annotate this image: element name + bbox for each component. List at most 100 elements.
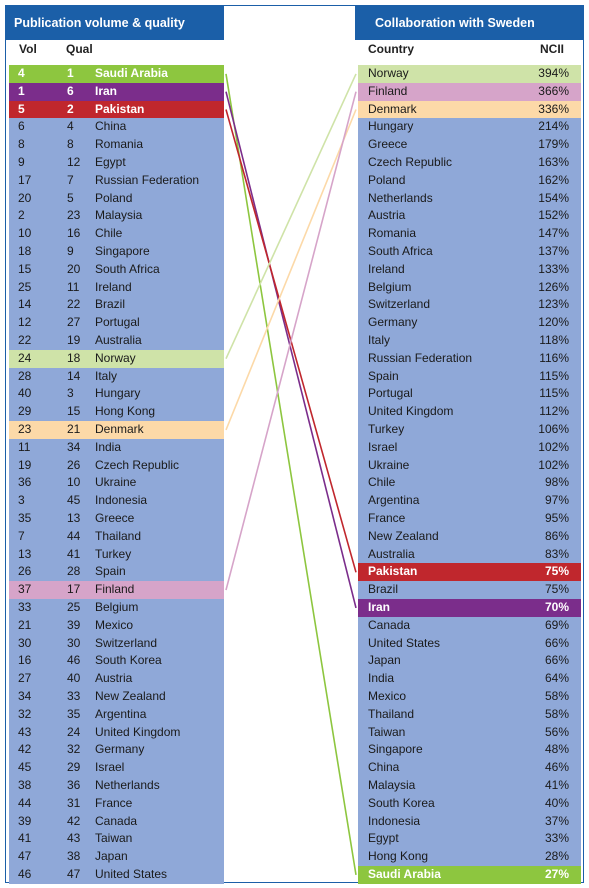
right-table-row: Thailand 58% (358, 705, 581, 724)
qual-cell: 25 (67, 600, 81, 614)
country-cell: Malaysia (95, 208, 143, 223)
left-table-row: 25 11 Ireland (9, 278, 224, 297)
right-table-row: Turkey 106% (358, 421, 581, 439)
right-table-row: Egypt 33% (358, 830, 581, 849)
country-cell: Pakistan (368, 564, 418, 579)
country-cell: Romania (368, 226, 417, 241)
left-table-row: 3 45 Indonesia (9, 492, 224, 510)
left-table-row: 42 32 Germany (9, 741, 224, 760)
vol-cell: 18 (18, 244, 32, 258)
qual-cell: 24 (67, 724, 81, 739)
vol-cell: 4 (18, 66, 25, 80)
left-table-row: 23 21 Denmark (9, 421, 224, 439)
country-cell: Netherlands (95, 778, 160, 792)
right-table-row: Hong Kong 28% (358, 848, 581, 866)
right-table-row: Germany 120% (358, 314, 581, 332)
country-cell: Saudi Arabia (95, 66, 168, 80)
country-cell: Ukraine (368, 457, 410, 472)
right-table-row: Hungary 214% (358, 118, 581, 137)
qual-cell: 35 (67, 706, 81, 721)
ncii-cell: 152% (538, 208, 569, 223)
country-cell: Hungary (95, 386, 141, 401)
vol-cell: 24 (18, 350, 32, 365)
left-table-row: 15 20 South Africa (9, 260, 224, 279)
vol-cell: 37 (18, 582, 32, 597)
qual-cell: 27 (67, 315, 81, 330)
country-cell: Canada (95, 813, 138, 828)
country-cell: Belgium (368, 279, 412, 294)
left-table-row: 34 33 New Zealand (9, 688, 224, 706)
right-table-row: Japan 66% (358, 652, 581, 671)
country-cell: Switzerland (95, 635, 158, 650)
ncii-cell: 75% (544, 564, 569, 579)
qual-column-header: Qual (66, 42, 93, 56)
ncii-column-header: NCII (540, 42, 564, 56)
qual-cell: 41 (67, 546, 81, 561)
left-table-row: 41 43 Taiwan (9, 830, 224, 849)
left-table-row: 24 18 Norway (9, 349, 224, 368)
vol-cell: 43 (18, 724, 32, 739)
left-table-row: 30 30 Switzerland (9, 634, 224, 653)
vol-cell: 35 (18, 511, 32, 525)
qual-cell: 16 (67, 226, 81, 241)
right-table-row: Argentina 97% (358, 492, 581, 510)
left-table-row: 36 10 Ukraine (9, 474, 224, 493)
vol-cell: 19 (18, 457, 32, 472)
left-table-row: 26 28 Spain (9, 563, 224, 582)
left-table-row: 6 4 China (9, 118, 224, 137)
country-cell: Indonesia (368, 813, 421, 828)
right-table-row: Spain 115% (358, 367, 581, 386)
qual-cell: 30 (67, 635, 81, 650)
right-table-row: Greece 179% (358, 136, 581, 154)
ncii-cell: 147% (538, 226, 569, 241)
right-table-row: India 64% (358, 670, 581, 688)
qual-cell: 42 (67, 813, 81, 828)
left-table-row: 29 15 Hong Kong (9, 403, 224, 421)
country-cell: Iran (368, 600, 391, 614)
ncii-cell: 98% (544, 475, 569, 490)
country-cell: Finland (368, 83, 408, 98)
country-cell: Hungary (368, 119, 414, 134)
country-cell: Hong Kong (95, 404, 156, 419)
country-cell: Portugal (95, 315, 140, 330)
country-cell: Mexico (368, 689, 407, 703)
ncii-cell: 69% (544, 617, 569, 632)
right-table-row: Mexico 58% (358, 688, 581, 706)
left-table-row: 4 1 Saudi Arabia (9, 65, 224, 83)
left-table-row: 14 22 Brazil (9, 296, 224, 315)
left-table-row: 11 34 India (9, 438, 224, 457)
country-cell: India (95, 439, 122, 454)
vol-cell: 44 (18, 795, 32, 810)
country-cell: Japan (95, 849, 128, 864)
country-cell: France (368, 511, 406, 525)
ncii-cell: 102% (538, 439, 569, 454)
country-cell: South Korea (95, 653, 162, 668)
country-cell: Thailand (95, 528, 142, 543)
ncii-cell: 106% (538, 422, 569, 436)
qual-cell: 28 (67, 564, 81, 579)
qual-cell: 31 (67, 795, 81, 810)
country-column-header: Country (368, 42, 414, 56)
qual-cell: 9 (67, 244, 74, 258)
ncii-cell: 126% (538, 279, 569, 294)
country-cell: Russian Federation (368, 350, 473, 365)
left-table-row: 27 40 Austria (9, 670, 224, 688)
country-cell: Brazil (368, 582, 399, 597)
left-table-row: 40 3 Hungary (9, 385, 224, 404)
right-table-row: Italy 118% (358, 332, 581, 350)
country-cell: Poland (368, 172, 406, 187)
country-cell: Russian Federation (95, 172, 200, 187)
qual-cell: 4 (67, 119, 74, 134)
country-cell: Romania (95, 137, 144, 152)
ncii-cell: 120% (538, 315, 569, 330)
country-cell: Indonesia (95, 493, 148, 508)
vol-cell: 16 (18, 653, 32, 668)
ncii-cell: 56% (544, 724, 569, 739)
ncii-cell: 123% (538, 297, 569, 312)
ncii-cell: 27% (544, 867, 569, 881)
country-cell: South Africa (368, 244, 433, 258)
country-cell: China (95, 119, 127, 134)
qual-cell: 22 (67, 297, 81, 312)
left-table-row: 21 39 Mexico (9, 616, 224, 635)
left-table-row: 22 19 Australia (9, 332, 224, 350)
